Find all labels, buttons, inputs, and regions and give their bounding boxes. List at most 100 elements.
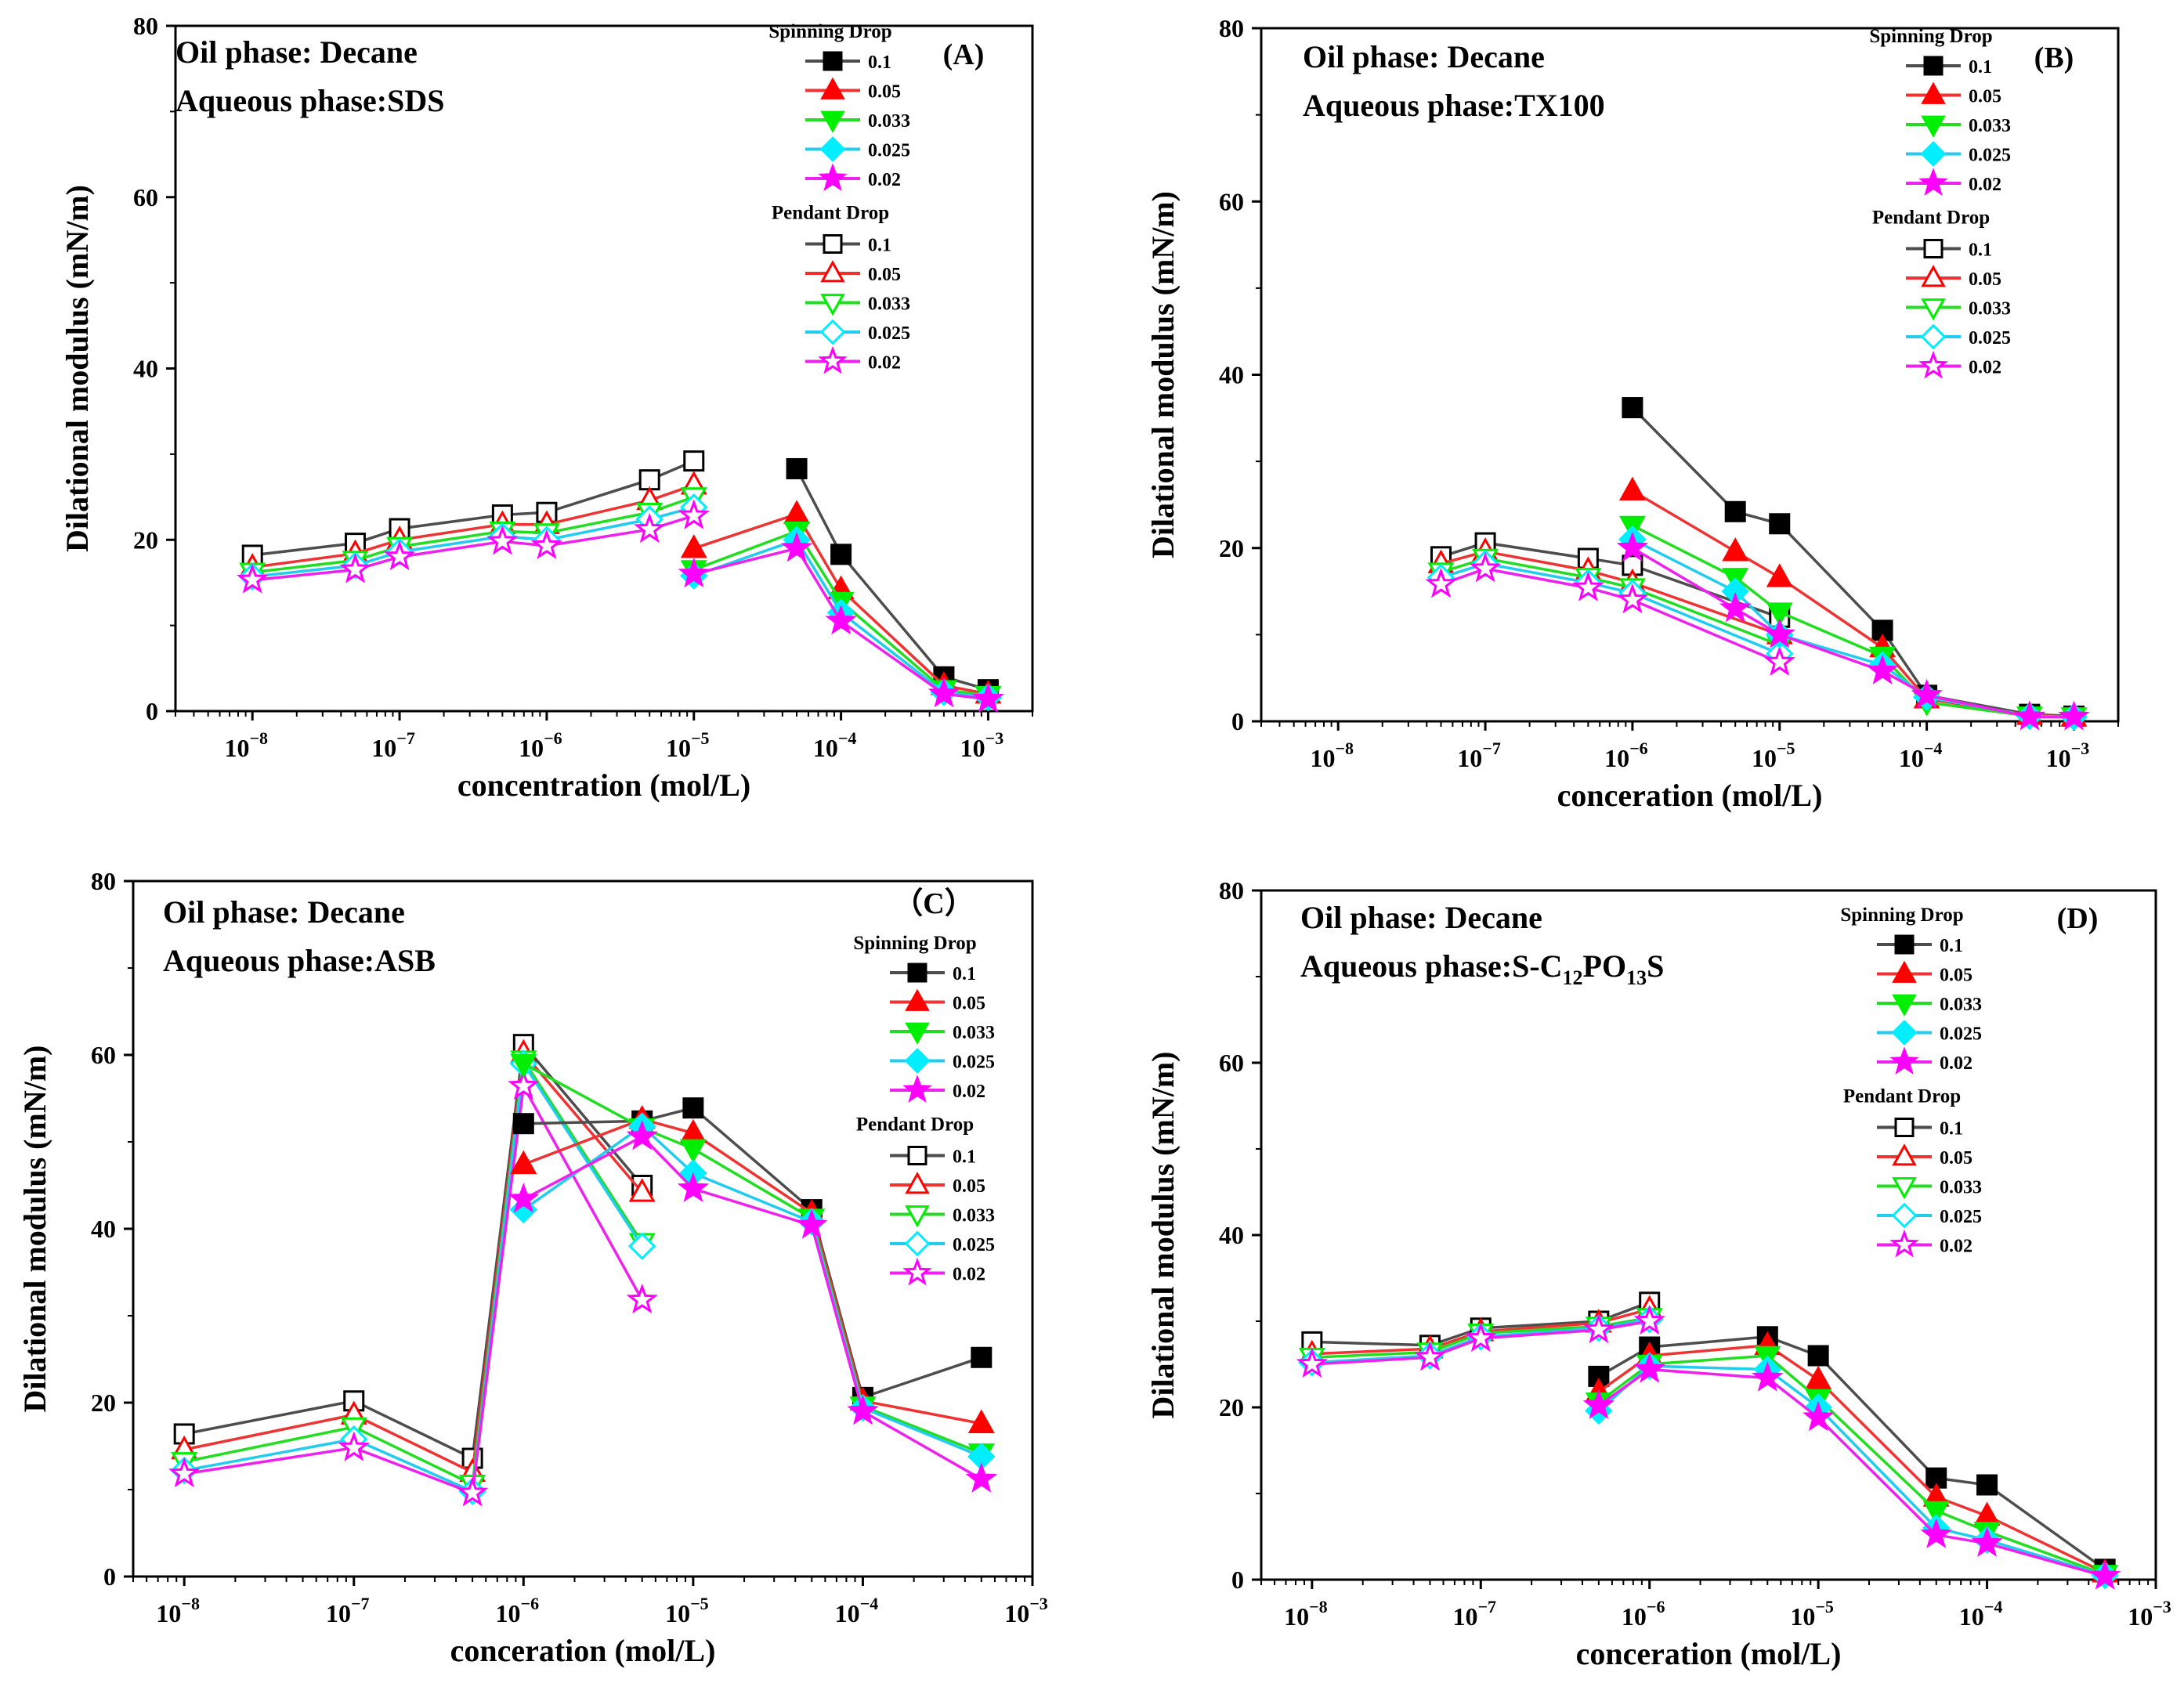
legend: Spinning Drop 0.1 0.05 0.033 0.025 0.02 Pendan… bbox=[1869, 26, 2011, 379]
spinning-point-0.1 bbox=[786, 457, 808, 479]
pendant-point-0.1 bbox=[683, 450, 705, 472]
x-tick-label: 10−6 bbox=[1622, 1597, 1665, 1631]
legend: Spinning Drop 0.1 0.05 0.033 0.025 0.02 Pendan… bbox=[853, 933, 995, 1286]
legend-label: 0.1 bbox=[1969, 240, 1992, 261]
legend-label: 0.033 bbox=[1969, 116, 2011, 136]
legend-marker-spinning-0.05 bbox=[1892, 960, 1917, 983]
legend-label: 0.1 bbox=[868, 52, 891, 73]
spinning-line-0.05 bbox=[522, 1118, 982, 1425]
y-axis-label: Dilational modulus (mN/m) bbox=[1145, 1052, 1181, 1419]
spinning-point-0.1 bbox=[1769, 513, 1791, 535]
legend-marker-spinning-0.033 bbox=[820, 110, 845, 133]
aqueous-phase-text: Aqueous phase:S-C12PO13S bbox=[1300, 948, 1664, 989]
legend-marker-pendant-0.05 bbox=[1921, 265, 1946, 287]
legend-pendant-title: Pendant Drop bbox=[856, 1114, 974, 1136]
pendant-point-0.02 bbox=[1616, 583, 1649, 614]
pendant-point-0.02 bbox=[1296, 1347, 1328, 1378]
y-tick-label: 40 bbox=[133, 355, 158, 383]
legend-label: 0.02 bbox=[868, 353, 901, 374]
legend-label: 0.025 bbox=[868, 141, 910, 161]
legend-label: 0.033 bbox=[953, 1206, 995, 1226]
legend-label: 0.02 bbox=[1969, 175, 2001, 195]
spinning-point-0.02 bbox=[965, 1462, 997, 1493]
pendant-point-0.02 bbox=[383, 540, 416, 571]
y-tick-label: 80 bbox=[1219, 14, 1244, 42]
spinning-point-0.02 bbox=[508, 1183, 540, 1213]
spinning-point-0.02 bbox=[678, 557, 710, 588]
spinning-point-0.02 bbox=[796, 1208, 828, 1239]
spinning-point-0.02 bbox=[780, 531, 813, 562]
y-tick-label: 60 bbox=[133, 183, 158, 211]
legend-label: 0.05 bbox=[868, 82, 901, 103]
y-tick-label: 0 bbox=[103, 1562, 116, 1591]
x-tick-label: 10−8 bbox=[1310, 739, 1354, 772]
legend-label: 0.025 bbox=[1969, 146, 2011, 166]
legend-marker-spinning-0.1 bbox=[907, 963, 927, 983]
legend-marker-pendant-0.1 bbox=[907, 1146, 927, 1165]
legend-pendant-title: Pendant Drop bbox=[772, 203, 889, 224]
spinning-point-0.1 bbox=[971, 1346, 993, 1368]
spinning-point-0.05 bbox=[1805, 1365, 1832, 1390]
spinning-point-0.02 bbox=[825, 605, 857, 635]
spinning-point-0.02 bbox=[626, 1120, 658, 1150]
legend-label: 0.025 bbox=[953, 1235, 995, 1255]
spinning-point-0.02 bbox=[2089, 1559, 2121, 1590]
legend-marker-spinning-0.1 bbox=[823, 51, 843, 71]
legend-marker-spinning-0.025 bbox=[1891, 1020, 1918, 1046]
legend-spinning-title: Spinning Drop bbox=[768, 21, 891, 42]
pendant-point-0.02 bbox=[1425, 568, 1457, 598]
legend-label: 0.02 bbox=[953, 1082, 985, 1102]
spinning-point-0.02 bbox=[1911, 678, 1943, 709]
spinning-point-0.02 bbox=[1752, 1361, 1784, 1392]
legend-marker-spinning-0.05 bbox=[820, 77, 845, 99]
legend-label: 0.025 bbox=[1940, 1207, 1982, 1227]
legend-label: 0.05 bbox=[1940, 1148, 1972, 1168]
legend-label: 0.05 bbox=[1969, 87, 2001, 107]
spinning-point-0.02 bbox=[1971, 1526, 2003, 1557]
spinning-point-0.02 bbox=[1920, 1518, 1952, 1548]
spinning-line-0.033 bbox=[522, 1062, 982, 1455]
y-tick-label: 20 bbox=[1219, 534, 1244, 562]
legend-marker-spinning-0.033 bbox=[1921, 115, 1946, 138]
legend-label: 0.1 bbox=[953, 1147, 976, 1168]
legend-marker-pendant-0.025 bbox=[1891, 1202, 1918, 1229]
y-axis-label: Dilational modulus (mN/m) bbox=[1145, 191, 1181, 558]
aqueous-phase-text: Aqueous phase:ASB bbox=[163, 943, 436, 978]
aqueous-phase-text: Aqueous phase:SDS bbox=[175, 83, 444, 118]
spinning-point-0.02 bbox=[1616, 531, 1649, 562]
legend-label: 0.02 bbox=[868, 170, 901, 190]
legend-marker-pendant-0.025 bbox=[1920, 323, 1947, 350]
legend-marker-pendant-0.02 bbox=[902, 1257, 932, 1286]
legend-label: 0.02 bbox=[953, 1265, 985, 1285]
spinning-point-0.02 bbox=[847, 1394, 879, 1425]
legend-label: 0.05 bbox=[1969, 269, 2001, 290]
pendant-point-0.02 bbox=[339, 553, 371, 583]
legend-marker-spinning-0.1 bbox=[1894, 934, 1915, 955]
pendant-point-0.02 bbox=[1763, 645, 1795, 676]
legend-marker-pendant-0.025 bbox=[904, 1230, 931, 1257]
pendant-point-0.02 bbox=[626, 1283, 658, 1314]
pendant-point-0.02 bbox=[1469, 552, 1502, 583]
legend-label: 0.1 bbox=[1940, 936, 1963, 956]
spinning-point-0.02 bbox=[677, 1172, 710, 1203]
y-tick-label: 20 bbox=[1219, 1393, 1244, 1421]
legend-marker-pendant-0.1 bbox=[1923, 239, 1944, 258]
legend-marker-spinning-0.02 bbox=[1918, 168, 1948, 197]
x-tick-label: 10−3 bbox=[2128, 1597, 2171, 1631]
legend-label: 0.033 bbox=[953, 1023, 995, 1043]
legend-marker-spinning-0.05 bbox=[1921, 81, 1946, 104]
spinning-point-0.1 bbox=[1807, 1345, 1829, 1367]
pendant-point-0.02 bbox=[1414, 1341, 1446, 1371]
x-tick-label: 10−3 bbox=[1004, 1594, 1048, 1627]
x-tick-label: 10−7 bbox=[1457, 739, 1501, 772]
y-tick-label: 60 bbox=[91, 1041, 116, 1069]
legend-label: 0.025 bbox=[868, 323, 910, 344]
oil-phase-text: Oil phase: Decane bbox=[1300, 900, 1542, 935]
pendant-point-0.02 bbox=[1572, 571, 1604, 601]
legend-marker-spinning-0.025 bbox=[904, 1048, 931, 1074]
legend-label: 0.025 bbox=[953, 1053, 995, 1073]
spinning-point-0.02 bbox=[1582, 1389, 1614, 1419]
y-tick-label: 40 bbox=[91, 1215, 116, 1243]
